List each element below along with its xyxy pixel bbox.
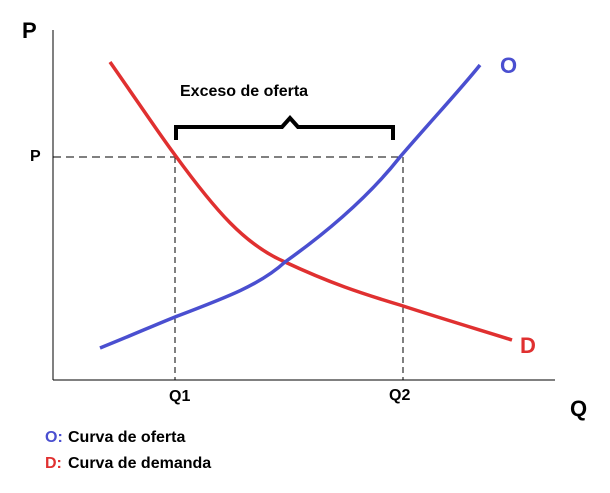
- demand-label: D: [520, 333, 536, 358]
- legend-text: Curva de oferta: [68, 429, 185, 446]
- legend-key: D:: [45, 455, 62, 472]
- x-axis-label: Q: [570, 396, 587, 421]
- demand-curve: [108, 60, 513, 342]
- q2-label: Q2: [389, 387, 410, 404]
- annotation: Exceso de oferta: [180, 83, 308, 100]
- legend-text: Curva de demanda: [68, 455, 211, 472]
- q1-label: Q1: [169, 388, 190, 405]
- bracket: [174, 114, 395, 140]
- supply-label: O: [500, 53, 517, 78]
- legend-key: O:: [45, 429, 63, 446]
- price-label: P: [30, 148, 41, 165]
- supply-curve: [99, 63, 482, 350]
- y-axis-label: P: [22, 18, 37, 43]
